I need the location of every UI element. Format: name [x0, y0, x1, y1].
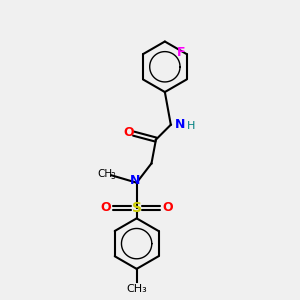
Text: O: O	[101, 202, 111, 214]
Text: O: O	[123, 126, 134, 139]
Text: O: O	[162, 202, 172, 214]
Text: CH: CH	[97, 169, 112, 179]
Text: CH₃: CH₃	[126, 284, 147, 294]
Text: N: N	[130, 174, 140, 187]
Text: 3: 3	[110, 172, 115, 181]
Text: N: N	[175, 118, 186, 131]
Text: S: S	[132, 201, 142, 215]
Text: F: F	[177, 46, 186, 59]
Text: H: H	[187, 121, 196, 131]
